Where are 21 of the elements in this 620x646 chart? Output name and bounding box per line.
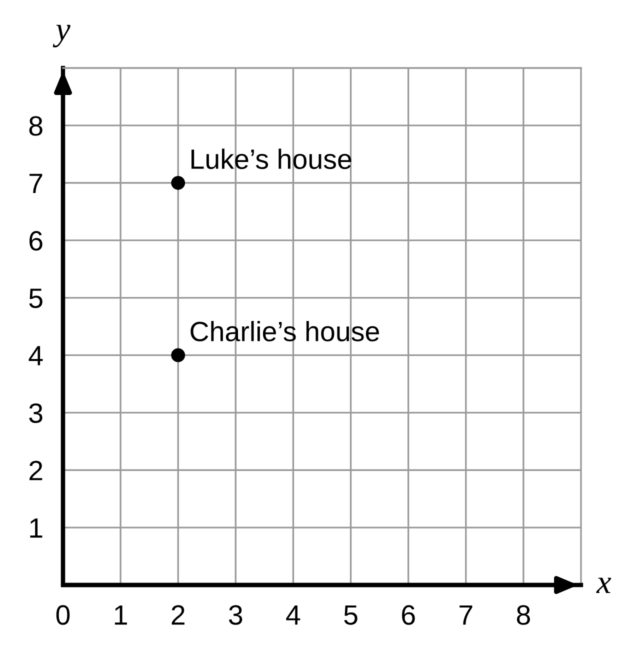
- x-tick-label: 2: [172, 605, 184, 625]
- x-tick-label: 0: [56, 605, 70, 625]
- y-tick-label: 1: [30, 518, 42, 538]
- y-tick-label: 2: [30, 460, 42, 480]
- x-tick-label: 4: [286, 605, 300, 625]
- annotation: Charlie’s house: [190, 320, 379, 342]
- y-tick-label: 7: [30, 174, 42, 193]
- y-axis-title: y: [52, 24, 70, 48]
- x-tick-label: 6: [402, 605, 415, 625]
- y-tick-label: 8: [29, 116, 42, 136]
- y-tick-label: 6: [30, 231, 42, 251]
- x-tick-label: 5: [344, 605, 358, 625]
- x-axis-title: x: [596, 578, 612, 594]
- x-tick-label: 1: [114, 605, 127, 625]
- y-tick-label: 5: [29, 288, 42, 308]
- x-tick-label: 7: [460, 605, 472, 625]
- y-tick-label: 3: [29, 403, 42, 424]
- x-tick-label: 8: [516, 605, 530, 625]
- x-tick-label: 3: [229, 605, 242, 625]
- y-tick-label: 4: [28, 346, 43, 366]
- annotation: Luke’s house: [192, 148, 352, 170]
